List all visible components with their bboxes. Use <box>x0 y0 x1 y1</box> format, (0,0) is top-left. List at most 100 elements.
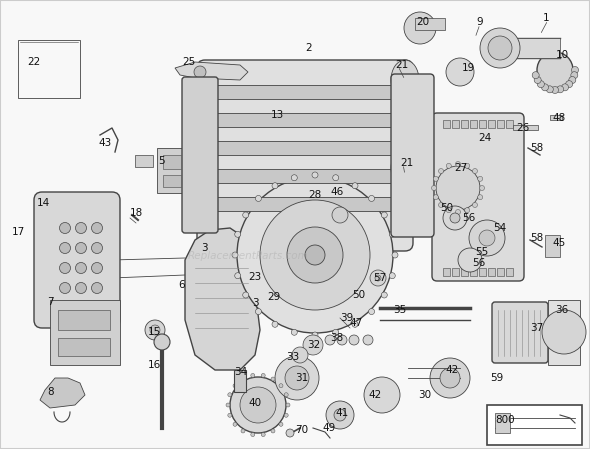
Circle shape <box>242 292 249 298</box>
Text: 23: 23 <box>248 272 261 282</box>
Bar <box>497 268 504 276</box>
Circle shape <box>284 393 288 397</box>
Text: 54: 54 <box>493 223 506 233</box>
Circle shape <box>260 200 370 310</box>
Circle shape <box>532 72 539 79</box>
Circle shape <box>326 401 354 429</box>
Text: 58: 58 <box>530 143 543 153</box>
Text: 19: 19 <box>462 63 476 73</box>
Circle shape <box>488 36 512 60</box>
Circle shape <box>233 384 237 388</box>
Circle shape <box>279 384 283 388</box>
Circle shape <box>235 273 241 279</box>
Circle shape <box>232 252 238 258</box>
Bar <box>506 120 513 128</box>
Bar <box>488 120 495 128</box>
FancyBboxPatch shape <box>34 192 120 328</box>
Bar <box>58 338 110 356</box>
Text: 45: 45 <box>552 238 565 248</box>
Ellipse shape <box>391 60 419 100</box>
Circle shape <box>251 374 255 378</box>
Bar <box>479 120 486 128</box>
Bar <box>215 197 393 211</box>
Circle shape <box>562 84 569 91</box>
Polygon shape <box>40 378 85 408</box>
FancyBboxPatch shape <box>182 77 218 233</box>
Polygon shape <box>175 62 248 80</box>
Bar <box>215 141 393 155</box>
Bar <box>495 413 510 433</box>
Circle shape <box>286 429 294 437</box>
Circle shape <box>370 270 386 286</box>
Bar <box>506 268 513 276</box>
Bar <box>490 38 560 58</box>
Circle shape <box>333 175 339 181</box>
Text: 6: 6 <box>178 280 185 290</box>
Circle shape <box>369 195 375 202</box>
Text: 8: 8 <box>47 387 54 397</box>
Circle shape <box>76 223 87 233</box>
Text: 24: 24 <box>478 133 491 143</box>
FancyBboxPatch shape <box>492 302 548 363</box>
Circle shape <box>473 168 477 173</box>
Circle shape <box>443 206 467 230</box>
Text: 56: 56 <box>462 213 476 223</box>
Bar <box>461 268 468 276</box>
Circle shape <box>465 163 470 168</box>
Circle shape <box>228 393 232 397</box>
Bar <box>461 120 468 128</box>
Text: 17: 17 <box>12 227 25 237</box>
Text: 26: 26 <box>516 123 529 133</box>
Bar <box>135 155 153 167</box>
Circle shape <box>60 282 70 294</box>
Circle shape <box>557 86 563 93</box>
Circle shape <box>261 432 266 436</box>
Circle shape <box>436 166 480 210</box>
Circle shape <box>446 163 451 168</box>
Bar <box>18 40 80 98</box>
Bar <box>443 268 450 276</box>
Bar <box>470 120 477 128</box>
Bar <box>545 235 560 257</box>
Text: 16: 16 <box>148 360 161 370</box>
Circle shape <box>381 212 387 218</box>
Circle shape <box>349 335 359 345</box>
Bar <box>58 310 110 330</box>
Text: 33: 33 <box>286 352 299 362</box>
Circle shape <box>352 183 358 189</box>
Circle shape <box>272 321 278 327</box>
Circle shape <box>473 202 477 207</box>
Circle shape <box>287 227 343 283</box>
Text: 7: 7 <box>47 297 54 307</box>
Circle shape <box>230 377 286 433</box>
Circle shape <box>433 176 438 181</box>
Text: 37: 37 <box>530 323 543 333</box>
Bar <box>50 300 120 365</box>
Circle shape <box>228 413 232 417</box>
Bar <box>548 300 580 365</box>
Text: 27: 27 <box>454 163 467 173</box>
Circle shape <box>255 308 261 315</box>
Circle shape <box>375 275 381 281</box>
Circle shape <box>455 162 461 167</box>
Text: 55: 55 <box>475 247 489 257</box>
Circle shape <box>226 403 230 407</box>
Circle shape <box>292 347 308 363</box>
Text: 49: 49 <box>322 423 335 433</box>
Circle shape <box>272 183 278 189</box>
Circle shape <box>478 176 483 181</box>
Bar <box>452 120 459 128</box>
Text: 39: 39 <box>340 313 353 323</box>
Text: 29: 29 <box>267 292 280 302</box>
Text: 42: 42 <box>445 365 458 375</box>
Text: 34: 34 <box>234 367 247 377</box>
Text: ReplacementParts.com: ReplacementParts.com <box>188 251 308 261</box>
Circle shape <box>572 66 579 74</box>
Text: 32: 32 <box>307 340 320 350</box>
Circle shape <box>458 248 482 272</box>
Bar <box>215 169 393 183</box>
Circle shape <box>392 252 398 258</box>
Text: 43: 43 <box>98 138 112 148</box>
Circle shape <box>369 308 375 315</box>
Bar <box>163 175 181 187</box>
